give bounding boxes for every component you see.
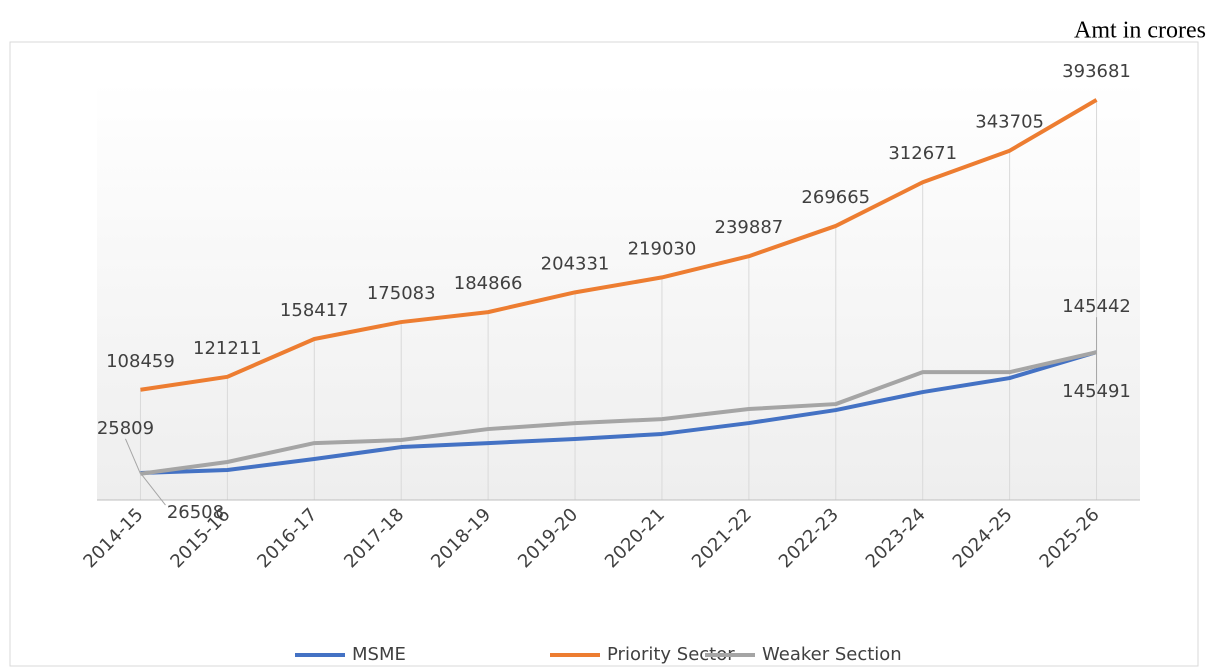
unit-note: Amt in crores <box>1074 18 1206 44</box>
data-label: 269665 <box>801 187 870 208</box>
series-line <box>140 98 1098 392</box>
legend-label: MSME <box>352 644 406 665</box>
data-label: 393681 <box>1062 61 1131 82</box>
data-label: 145491 <box>1062 381 1131 402</box>
data-label: 343705 <box>975 112 1044 133</box>
leader-line <box>140 472 166 506</box>
data-label: 25809 <box>97 418 154 439</box>
data-label: 158417 <box>280 300 349 321</box>
data-label: 219030 <box>628 238 697 259</box>
data-label: 184866 <box>454 273 523 294</box>
data-label: 204331 <box>541 253 610 274</box>
series-line <box>140 350 1098 476</box>
data-label: 239887 <box>715 217 784 238</box>
data-label: 145442 <box>1062 296 1131 317</box>
data-label: 108459 <box>106 351 175 372</box>
plot-area <box>97 80 1140 500</box>
legend-label: Priority Sector <box>607 644 735 665</box>
legend-label: Weaker Section <box>762 644 902 665</box>
leader-line <box>124 438 141 474</box>
series-line <box>140 350 1097 476</box>
data-label: 26508 <box>167 502 224 523</box>
data-label: 121211 <box>193 338 262 359</box>
data-label: 312671 <box>888 143 957 164</box>
data-label: 175083 <box>367 283 436 304</box>
